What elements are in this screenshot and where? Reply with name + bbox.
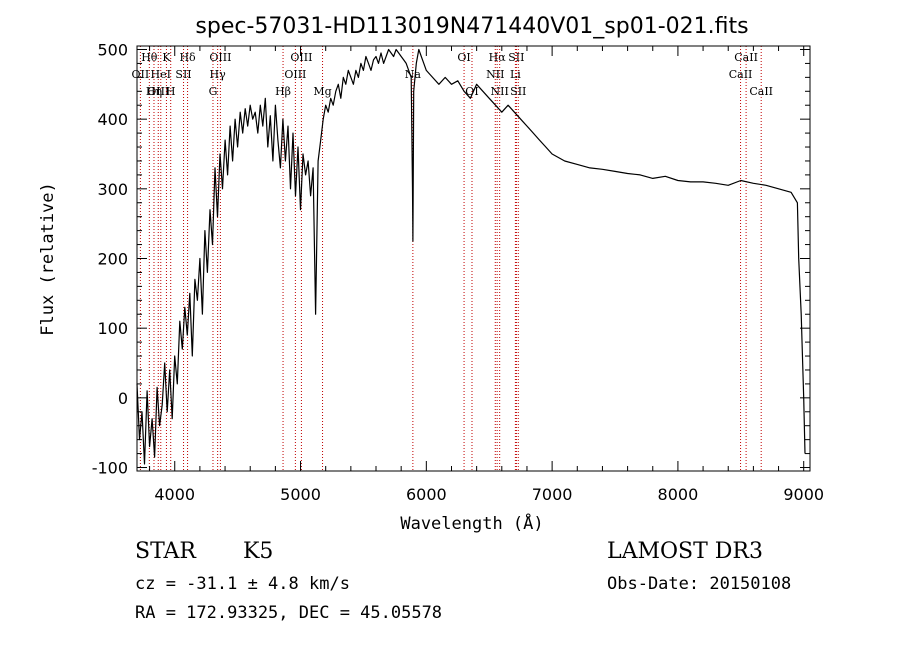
line-label-21: NII [486,68,504,81]
line-label-23: NII [491,85,509,98]
line-label-5: HeI [151,68,171,81]
line-label-4: Hδ [179,51,196,64]
x-tick-label-7000: 7000 [532,485,573,504]
line-label-14: Hβ [275,85,291,98]
y-tick-label--100: -100 [92,459,128,478]
line-label-7: Hη [146,85,162,98]
line-label-2: OIII [147,85,169,98]
obs-date: Obs-Date: 20150108 [607,574,792,594]
line-label-20: SII [508,51,524,64]
line-label-24: SII [510,85,526,98]
line-label-17: OI [457,51,470,64]
y-tick-label-300: 300 [97,180,128,199]
line-label-3: K [162,51,171,64]
plot-frame [136,45,811,472]
line-label-16: Na [405,68,422,81]
line-label-1: OII [132,68,150,81]
chart-title: spec-57031-HD113019N471440V01_sp01-021.f… [195,14,748,39]
line-label-15: Mg [313,85,331,98]
series-layer [136,48,806,465]
series-line-flux [136,48,806,465]
tick-layer: 4000 5000 6000 7000 8000 9000 -100 0 100 200 300 40… [92,40,824,504]
x-tick-label-5000: 5000 [280,485,321,504]
line-label-13: OIII [284,68,306,81]
cz-value: cz = -31.1 ± 4.8 km/s [135,574,350,594]
subclass: K5 [243,539,274,564]
line-label-10: Hγ [210,68,227,81]
x-axis-label: Wavelength (Å) [400,512,543,534]
y-tick-label-400: 400 [97,110,128,129]
x-tick-label-4000: 4000 [154,485,195,504]
y-tick-label-500: 500 [97,40,128,59]
line-label-11: G [209,85,218,98]
object-class: STAR [135,539,196,564]
line-label-12: OIII [290,51,312,64]
line-label-0: Hθ [141,51,158,64]
line-label-6: SII [175,68,191,81]
line-label-19: Hα [489,51,507,64]
x-tick-label-6000: 6000 [406,485,447,504]
survey-name: LAMOST DR3 [607,539,763,564]
line-label-26: CaII [729,68,753,81]
line-label-22: Li [510,68,521,81]
y-tick-label-0: 0 [118,389,128,408]
y-tick-label-100: 100 [97,319,128,338]
y-tick-label-200: 200 [97,250,128,269]
line-label-27: CaII [749,85,773,98]
x-tick-label-9000: 9000 [783,485,824,504]
y-axis-label: Flux (relative) [38,182,58,336]
x-tick-label-8000: 8000 [658,485,699,504]
line-label-8: H [166,85,176,98]
ra-dec: RA = 172.93325, DEC = 45.05578 [135,603,443,623]
line-label-25: CaII [734,51,758,64]
line-label-9: OIII [209,51,231,64]
